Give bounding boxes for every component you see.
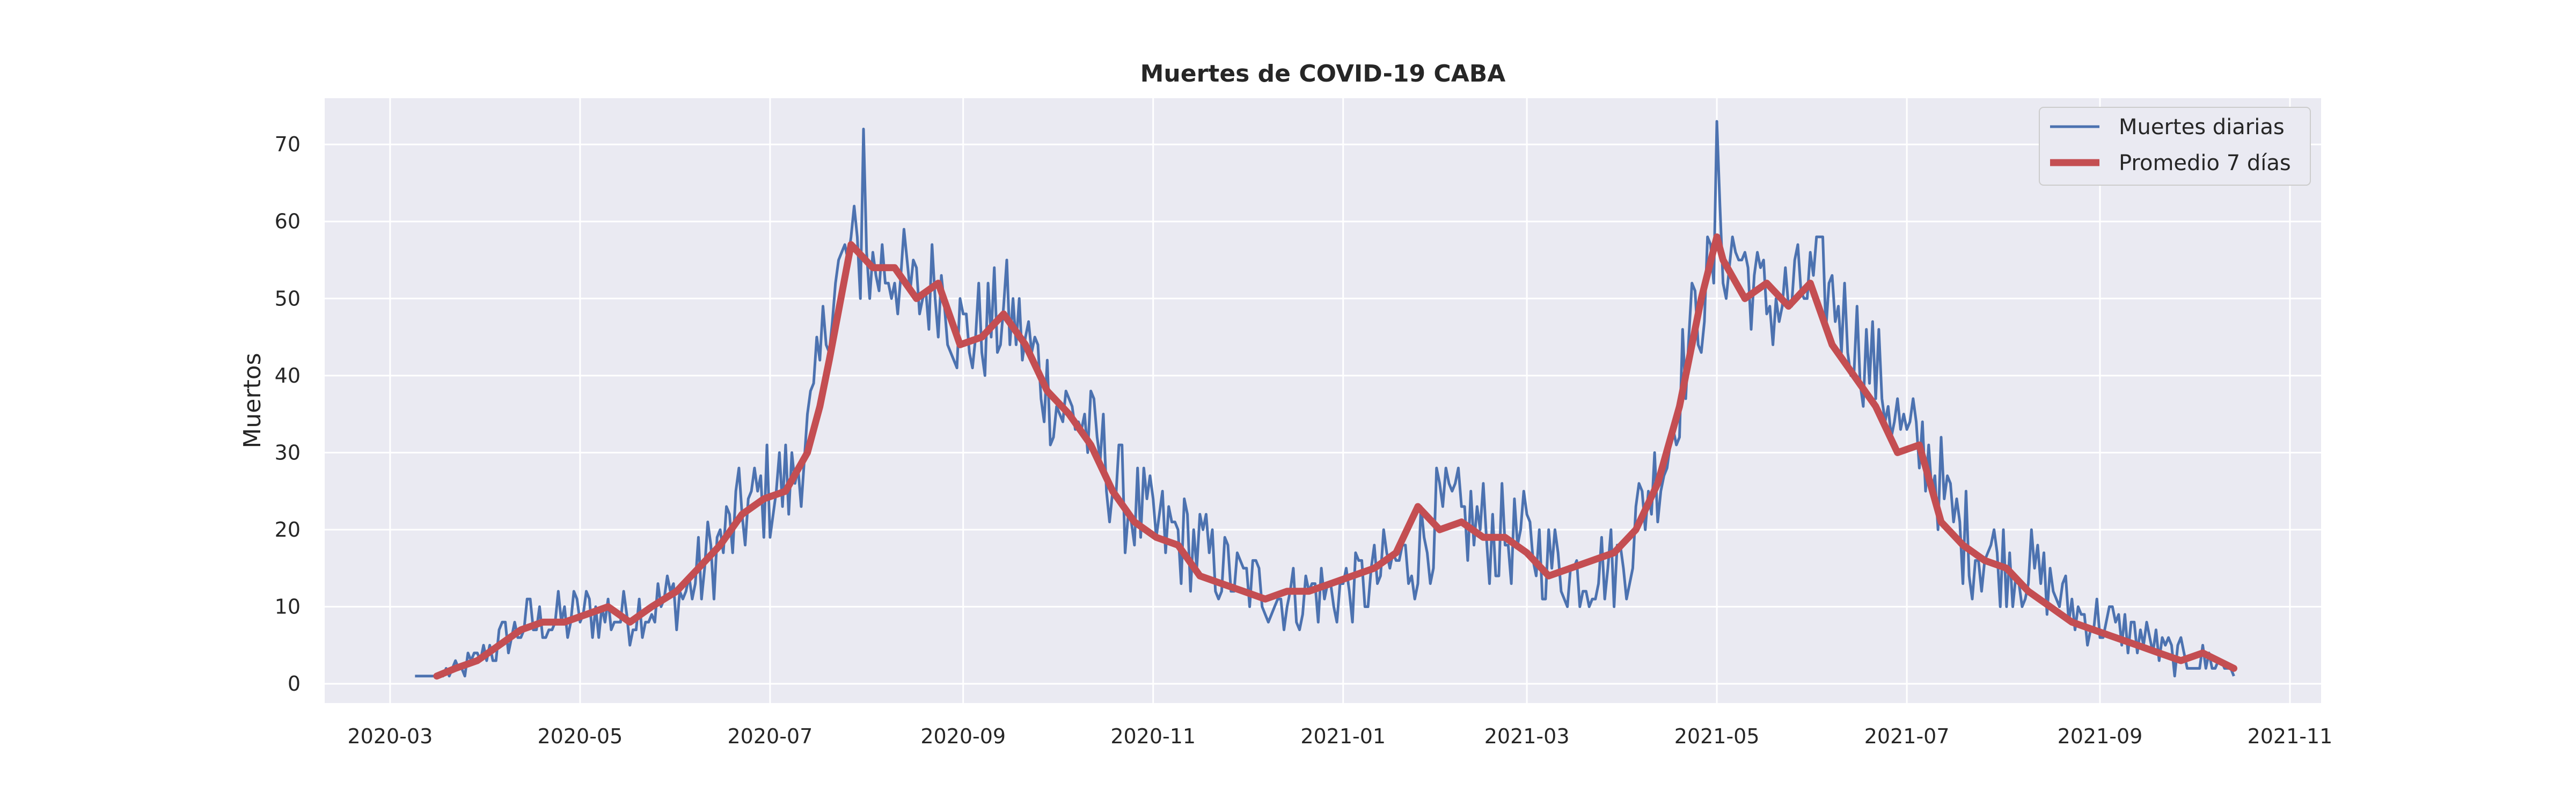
legend: Muertes diarias Promedio 7 días [2039, 107, 2311, 186]
y-axis-label: Muertos [239, 353, 266, 448]
x-tick-label: 2020-09 [920, 724, 1006, 748]
plot-series [415, 120, 2237, 680]
y-tick-label: 40 [275, 364, 301, 387]
y-tick-label: 10 [275, 595, 301, 619]
y-tick-label: 70 [275, 133, 301, 156]
legend-frame [2039, 107, 2311, 186]
x-tick-label: 2020-05 [537, 724, 623, 748]
chart-title: Muertes de COVID-19 CABA [1140, 60, 1506, 87]
x-tick-label: 2020-07 [728, 724, 813, 748]
x-tick-label: 2021-07 [1864, 724, 1950, 748]
plot-background [325, 98, 2321, 703]
legend-label-muertes-diarias: Muertes diarias [2119, 115, 2285, 140]
grid-lines [325, 98, 2321, 703]
y-tick-label: 60 [275, 210, 301, 233]
x-tick-label: 2021-11 [2248, 724, 2333, 748]
y-tick-label: 20 [275, 518, 301, 541]
x-tick-label: 2021-03 [1484, 724, 1570, 748]
x-tick-label: 2020-03 [347, 724, 433, 748]
axis-ticks: 2020-03 2020-05 2020-07 2020-09 2020-11 2021-… [275, 133, 2333, 748]
x-tick-label: 2020-11 [1110, 724, 1196, 748]
x-tick-label: 2021-01 [1300, 724, 1386, 748]
legend-label-promedio-7-dias: Promedio 7 días [2119, 151, 2291, 175]
x-tick-label: 2021-09 [2058, 724, 2143, 748]
y-tick-label: 0 [288, 672, 301, 696]
series-line-promedio-7-dias [433, 233, 2237, 680]
x-tick-label: 2021-05 [1674, 724, 1760, 748]
y-tick-label: 50 [275, 287, 301, 310]
y-tick-label: 30 [275, 441, 301, 464]
